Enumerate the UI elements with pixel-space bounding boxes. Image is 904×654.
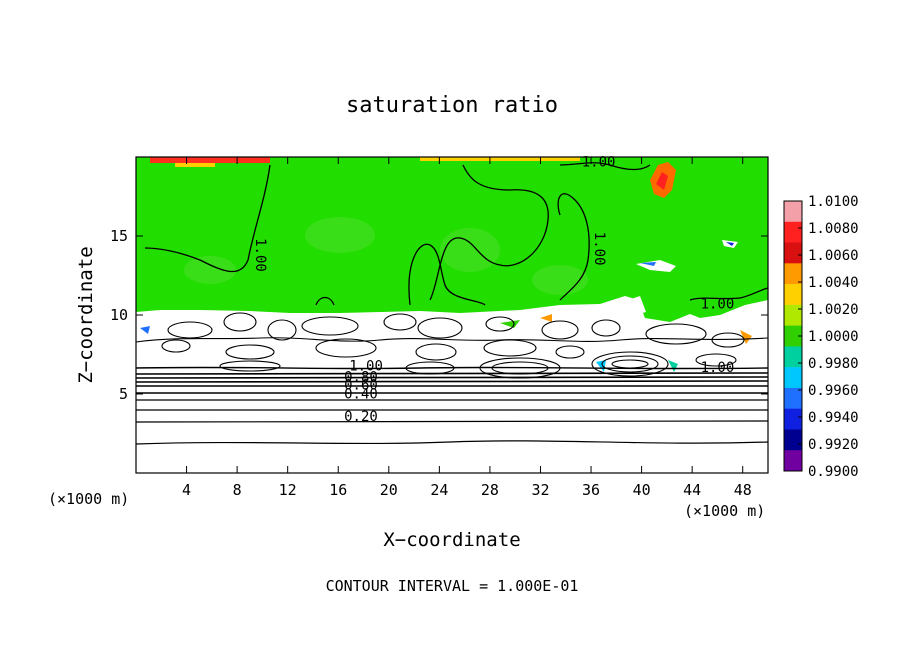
contour-label: 0.60 (344, 377, 378, 393)
speck (740, 330, 752, 344)
contour-labels: 1.00 1.001.001.001.001.000.800.600.400.20 (252, 154, 735, 425)
colorbar-label: 0.9940 (808, 410, 859, 426)
colorbar-label: 1.0100 (808, 194, 859, 210)
hot-strip (150, 157, 270, 163)
contour-label: 1.00 (701, 297, 735, 313)
saturated-patch (184, 256, 236, 284)
contours-lower (136, 366, 768, 445)
contour-label: 1.00 (701, 360, 735, 376)
x-axis-ticks: 4 8 12 16 20 24 28 32 36 40 44 48 (182, 157, 752, 499)
colorbar-label: 0.9960 (808, 383, 859, 399)
x-tick-label: 24 (430, 481, 448, 499)
chart-title: saturation ratio (346, 93, 558, 118)
contour-label: 1.00 (349, 358, 383, 374)
x-tick-label: 40 (633, 481, 651, 499)
x-tick-label: 48 (734, 481, 752, 499)
colorbar-label: 1.0080 (808, 221, 859, 237)
contour-interval-note: CONTOUR INTERVAL = 1.000E-01 (326, 577, 579, 595)
colorbar-swatch (784, 201, 802, 223)
colorbar-swatch (784, 346, 802, 368)
x-tick-label: 32 (531, 481, 549, 499)
field-layer (136, 157, 768, 445)
colorbar-swatch (784, 284, 802, 306)
x-tick-label: 20 (380, 481, 398, 499)
dry-speck (640, 262, 656, 266)
x-tick-label: 44 (683, 481, 701, 499)
speck (500, 320, 520, 328)
y-axis-ticks: 5 10 15 (110, 227, 768, 403)
contour-label: 1.00 (582, 154, 616, 170)
colorbar-swatch (784, 221, 802, 244)
speck (540, 314, 552, 322)
colorbar-label: 1.0000 (808, 329, 859, 345)
colorbar-label: 0.9980 (808, 356, 859, 372)
contours-upper (144, 162, 768, 306)
x-tick-label: 4 (182, 481, 191, 499)
saturated-patch (305, 217, 375, 253)
colorbar-swatch (784, 450, 802, 472)
hot-strip (175, 163, 215, 167)
y-tick-label: 10 (110, 306, 128, 324)
dry-patch (628, 296, 646, 316)
x-tick-label: 12 (279, 481, 297, 499)
x-unit-right: (×1000 m) (684, 502, 765, 520)
colorbar-swatch (784, 429, 802, 451)
colorbar-swatch (784, 408, 802, 430)
speck (596, 360, 606, 372)
saturated-patch (440, 228, 500, 272)
colorbar-label: 0.9920 (808, 437, 859, 453)
x-tick-label: 8 (233, 481, 242, 499)
contour-label: 1.00 (252, 238, 268, 272)
y-tick-label: 15 (110, 227, 128, 245)
contour-label: 0.80 (344, 369, 378, 385)
colorbar-label: 0.9900 (808, 464, 859, 480)
y-tick-label: 5 (119, 385, 128, 403)
hot-strip (420, 157, 580, 161)
colorbar-swatch (784, 367, 802, 389)
saturated-patch (532, 265, 588, 295)
x-tick-label: 28 (481, 481, 499, 499)
x-unit-left: (×1000 m) (48, 490, 129, 508)
x-tick-label: 16 (329, 481, 347, 499)
colorbar-swatch (784, 263, 802, 285)
hot-spot (656, 172, 668, 190)
colorbar-label: 1.0060 (808, 248, 859, 264)
colorbar-swatch (784, 242, 802, 264)
colorbar-label: 1.0040 (808, 275, 859, 291)
contour-label: 0.20 (344, 409, 378, 425)
contour-label: 1.00 (591, 232, 607, 266)
dry-speck (726, 242, 734, 246)
colorbar-swatch (784, 387, 802, 410)
x-axis-label: X−coordinate (383, 529, 520, 551)
x-tick-label: 36 (582, 481, 600, 499)
contour-label: 0.40 (344, 387, 378, 403)
contours-cloud (136, 312, 768, 379)
colorbar-swatch (784, 325, 802, 347)
colorbar: 1.0100 1.0080 1.0060 1.0040 1.0020 1.0000 0.99… (783, 194, 859, 480)
y-axis-label: Z−coordinate (75, 246, 97, 383)
colorbar-label: 1.0020 (808, 302, 859, 318)
plot-area: 1.00 1.001.001.001.001.000.800.600.400.20… (110, 154, 769, 499)
colorbar-swatch (784, 304, 802, 327)
speck (140, 326, 150, 334)
